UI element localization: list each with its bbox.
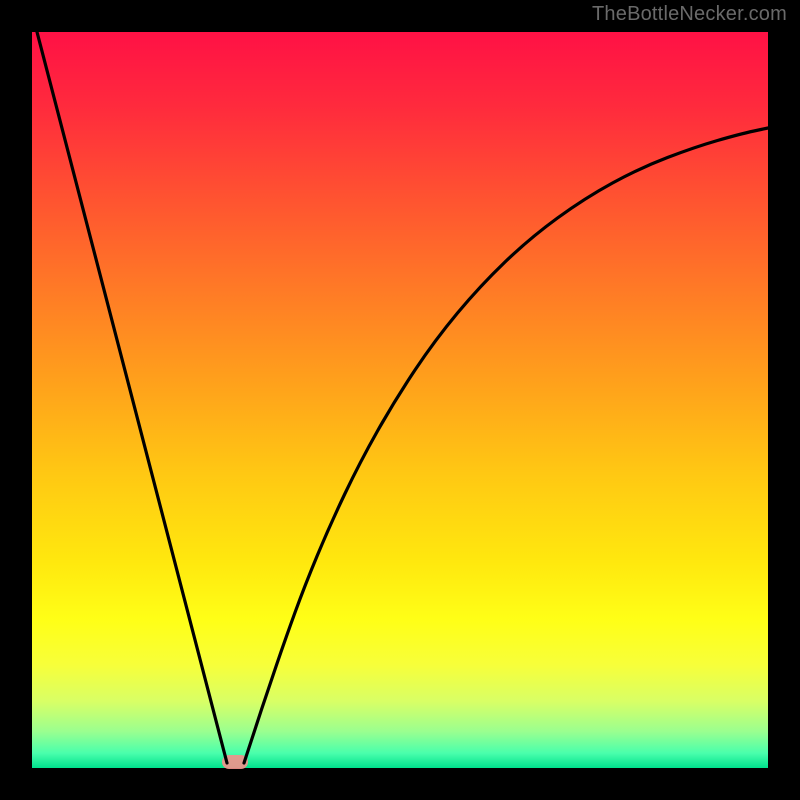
plot-panel	[32, 32, 768, 768]
chart-root: TheBottleNecker.com	[0, 0, 800, 800]
curve-svg	[32, 32, 768, 768]
source-watermark: TheBottleNecker.com	[592, 3, 787, 26]
right-curve	[244, 128, 768, 763]
left-line	[37, 32, 227, 763]
